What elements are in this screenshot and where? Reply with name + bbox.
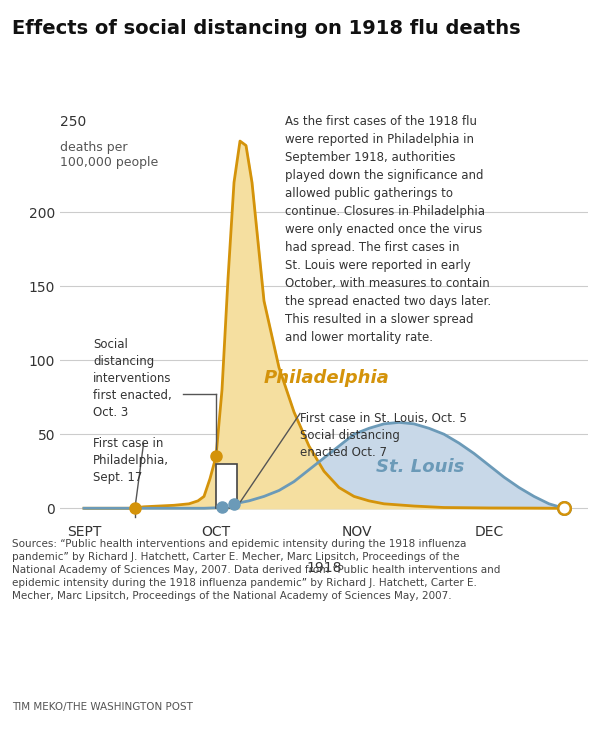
Text: First case in
Philadelphia,
Sept. 17: First case in Philadelphia, Sept. 17 (93, 437, 169, 484)
Text: TIM MEKO/THE WASHINGTON POST: TIM MEKO/THE WASHINGTON POST (12, 702, 193, 712)
Text: 250: 250 (60, 115, 86, 129)
Text: As the first cases of the 1918 flu
were reported in Philadelphia in
September 19: As the first cases of the 1918 flu were … (285, 115, 491, 344)
Text: First case in St. Louis, Oct. 5
Social distancing
enacted Oct. 7: First case in St. Louis, Oct. 5 Social d… (300, 412, 467, 459)
Text: Social
distancing
interventions
first enacted,
Oct. 3: Social distancing interventions first en… (93, 338, 172, 419)
Text: 100,000 people: 100,000 people (60, 156, 158, 169)
Text: Philadelphia: Philadelphia (264, 369, 390, 387)
Text: St. Louis: St. Louis (376, 458, 464, 476)
Text: Sources: “Public health interventions and epidemic intensity during the 1918 inf: Sources: “Public health interventions an… (12, 539, 500, 602)
Text: deaths per: deaths per (60, 141, 128, 154)
Bar (216, 464, 237, 508)
Text: Effects of social distancing on 1918 flu deaths: Effects of social distancing on 1918 flu… (12, 19, 521, 38)
Text: 1918: 1918 (306, 561, 342, 575)
